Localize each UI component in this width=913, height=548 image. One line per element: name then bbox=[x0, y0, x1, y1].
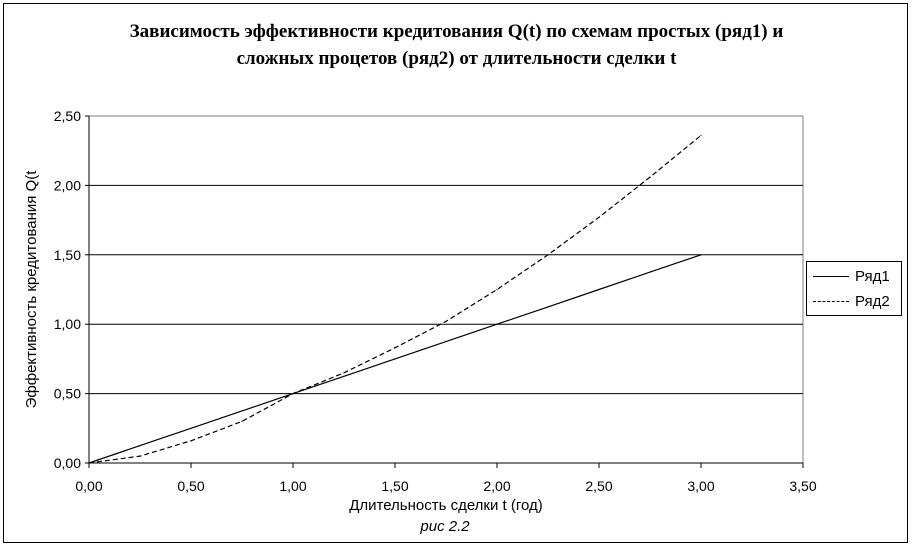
x-tick-label: 0,50 bbox=[177, 478, 204, 494]
legend-label-series2: Ряд2 bbox=[855, 292, 890, 310]
x-tick-label: 2,50 bbox=[585, 478, 612, 494]
series-1-point bbox=[394, 358, 396, 360]
y-tick-label: 1,50 bbox=[54, 247, 81, 263]
series-2-point bbox=[394, 347, 396, 349]
series-2-point bbox=[547, 254, 549, 256]
series-2-point bbox=[292, 393, 294, 395]
y-tick-label: 2,00 bbox=[54, 177, 81, 193]
y-tick-labels: 0,00 0,50 1,00 1,50 2,00 2,50 bbox=[54, 108, 89, 471]
series-1-point bbox=[190, 427, 192, 429]
x-tick-labels: 0,00 0,50 1,00 1,50 2,00 2,50 3,00 3,50 bbox=[75, 463, 817, 494]
series-1-point bbox=[700, 254, 702, 256]
series-group bbox=[88, 134, 702, 464]
legend: Ряд1 Ряд2 bbox=[806, 261, 902, 316]
series-1-point bbox=[547, 306, 549, 308]
series-1-point bbox=[598, 288, 600, 291]
series-1-point bbox=[343, 375, 345, 377]
axes bbox=[88, 116, 803, 464]
series-2-point bbox=[598, 216, 600, 218]
chart-title-line2: сложных процетов (ряд2) от длительности … bbox=[236, 48, 677, 69]
series-1-point bbox=[445, 340, 447, 343]
y-axis-label: Эффективность кредитования Q(t bbox=[23, 170, 40, 409]
x-tick-label: 3,00 bbox=[687, 478, 714, 494]
series-2-point bbox=[700, 134, 702, 137]
series-2-point bbox=[190, 440, 192, 442]
series-2-point bbox=[649, 176, 651, 178]
x-axis-label: Длительность сделки t (год) bbox=[349, 497, 543, 514]
gridlines bbox=[89, 184, 803, 395]
y-tick-label: 0,00 bbox=[54, 455, 81, 471]
series-1-point bbox=[241, 410, 243, 412]
series-1-point bbox=[496, 323, 498, 325]
series-2-point bbox=[139, 455, 141, 457]
series-2-point bbox=[343, 372, 345, 374]
chart-title-line1: Зависимость эффективности кредитования Q… bbox=[129, 21, 784, 42]
figure-caption: рис 2.2 bbox=[420, 518, 470, 535]
series-2-point bbox=[88, 462, 90, 464]
series-1-point bbox=[649, 271, 651, 273]
x-tick-label: 2,00 bbox=[483, 478, 510, 494]
series-2-point bbox=[241, 420, 243, 422]
series-2-point bbox=[445, 320, 447, 323]
y-tick-label: 1,00 bbox=[54, 316, 81, 332]
series-2-point bbox=[496, 288, 498, 291]
x-tick-label: 0,00 bbox=[75, 478, 102, 494]
legend-item-series2: Ряд2 bbox=[813, 291, 890, 311]
x-tick-label: 1,50 bbox=[381, 478, 408, 494]
y-tick-label: 2,50 bbox=[54, 108, 81, 124]
x-tick-label: 1,00 bbox=[279, 478, 306, 494]
legend-label-series1: Ряд1 bbox=[855, 267, 890, 285]
y-tick-label: 0,50 bbox=[54, 386, 81, 402]
legend-swatch-solid bbox=[813, 275, 849, 277]
plot-area bbox=[88, 115, 804, 464]
legend-item-series1: Ряд1 bbox=[813, 266, 890, 286]
x-tick-label: 3,50 bbox=[789, 478, 816, 494]
series-1-point bbox=[139, 445, 141, 447]
legend-swatch-dashed bbox=[813, 300, 849, 302]
